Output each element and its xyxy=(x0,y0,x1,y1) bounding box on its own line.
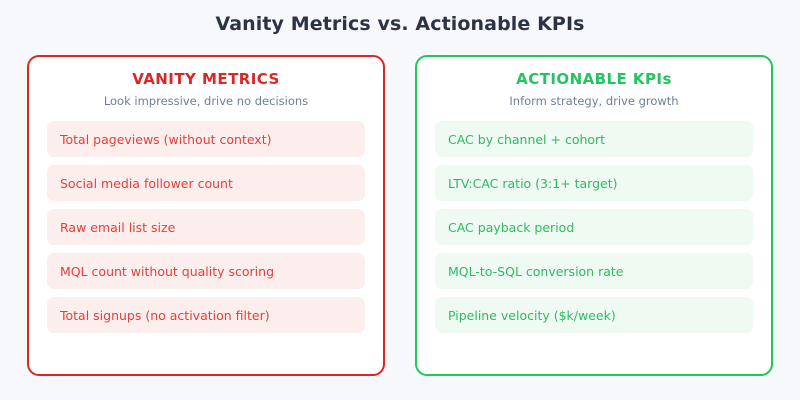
list-item-label: MQL count without quality scoring xyxy=(60,263,275,279)
vanity-metrics-list: Total pageviews (without context) Social… xyxy=(47,121,365,333)
list-item: CAC payback period xyxy=(435,209,753,245)
list-item-label: CAC payback period xyxy=(448,219,575,235)
list-item: MQL count without quality scoring xyxy=(47,253,365,289)
panel-subtitle-vanity: Look impressive, drive no decisions xyxy=(103,94,309,108)
list-item: Pipeline velocity ($k/week) xyxy=(435,297,753,333)
list-item-label: Total pageviews (without context) xyxy=(60,131,272,147)
list-item: Social media follower count xyxy=(47,165,365,201)
list-item: Raw email list size xyxy=(47,209,365,245)
list-item: Total signups (no activation filter) xyxy=(47,297,365,333)
list-item-label: Total signups (no activation filter) xyxy=(60,307,270,323)
list-item: LTV:CAC ratio (3:1+ target) xyxy=(435,165,753,201)
list-item-label: Pipeline velocity ($k/week) xyxy=(448,307,616,323)
panel-container: VANITY METRICS Look impressive, drive no… xyxy=(27,55,773,376)
panel-heading-actionable: ACTIONABLE KPIs xyxy=(516,70,672,88)
panel-vanity-metrics: VANITY METRICS Look impressive, drive no… xyxy=(27,55,385,376)
panel-actionable-kpis: ACTIONABLE KPIs Inform strategy, drive g… xyxy=(415,55,773,376)
list-item-label: CAC by channel + cohort xyxy=(448,131,606,147)
panel-heading-vanity: VANITY METRICS xyxy=(132,70,280,88)
list-item-label: Raw email list size xyxy=(60,219,176,235)
list-item: Total pageviews (without context) xyxy=(47,121,365,157)
list-item: MQL-to-SQL conversion rate xyxy=(435,253,753,289)
list-item-label: MQL-to-SQL conversion rate xyxy=(448,263,624,279)
list-item-label: LTV:CAC ratio (3:1+ target) xyxy=(448,175,618,191)
panel-subtitle-actionable: Inform strategy, drive growth xyxy=(509,94,679,108)
page-title: Vanity Metrics vs. Actionable KPIs xyxy=(215,13,585,35)
actionable-kpis-list: CAC by channel + cohort LTV:CAC ratio (3… xyxy=(435,121,753,333)
list-item: CAC by channel + cohort xyxy=(435,121,753,157)
list-item-label: Social media follower count xyxy=(60,175,233,191)
